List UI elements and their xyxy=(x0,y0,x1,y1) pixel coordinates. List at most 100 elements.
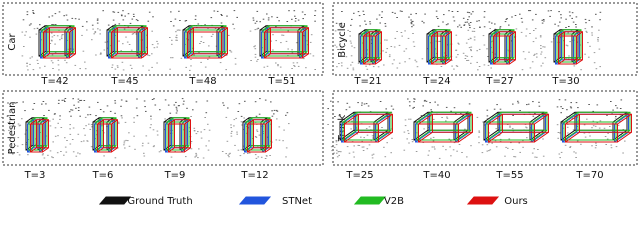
point xyxy=(180,57,183,59)
point xyxy=(69,143,72,145)
point xyxy=(45,103,47,105)
point xyxy=(26,11,29,13)
point xyxy=(84,61,86,63)
point xyxy=(114,112,116,114)
point xyxy=(440,66,443,67)
point xyxy=(336,149,338,151)
point xyxy=(573,151,575,153)
point xyxy=(514,36,516,38)
point xyxy=(358,15,361,17)
point xyxy=(198,52,200,54)
point xyxy=(504,155,506,157)
point xyxy=(109,45,112,47)
point xyxy=(481,152,484,154)
point xyxy=(542,46,544,48)
point xyxy=(597,37,599,38)
point xyxy=(145,135,148,137)
point xyxy=(194,15,197,17)
point xyxy=(54,13,57,15)
point xyxy=(56,152,59,154)
point xyxy=(413,98,415,100)
point xyxy=(584,53,586,55)
frame-image xyxy=(403,10,472,70)
point xyxy=(463,24,465,26)
point xyxy=(72,49,75,51)
frame-image xyxy=(466,10,535,71)
point xyxy=(357,11,360,13)
point xyxy=(208,140,210,142)
point xyxy=(404,30,406,32)
legend-swatch xyxy=(353,196,387,205)
point xyxy=(592,120,595,122)
point xyxy=(597,40,599,42)
point xyxy=(335,141,338,143)
point xyxy=(21,55,24,57)
point xyxy=(287,48,289,50)
frame-image xyxy=(476,100,549,158)
point xyxy=(540,47,542,49)
point xyxy=(379,22,381,24)
point xyxy=(588,104,590,105)
point xyxy=(532,41,535,43)
point xyxy=(282,34,285,36)
point xyxy=(296,62,299,64)
point xyxy=(208,129,211,131)
point xyxy=(478,142,480,144)
point xyxy=(478,136,480,138)
point xyxy=(592,125,595,127)
point xyxy=(391,11,394,13)
point xyxy=(75,155,78,157)
point xyxy=(533,30,535,31)
point xyxy=(118,23,121,25)
point xyxy=(305,67,307,69)
point xyxy=(169,112,172,114)
point xyxy=(7,102,9,104)
point xyxy=(466,21,469,23)
point xyxy=(25,31,27,33)
point xyxy=(204,24,206,26)
point xyxy=(532,101,534,103)
point xyxy=(14,102,17,104)
point xyxy=(142,65,144,67)
point xyxy=(594,125,597,127)
box xyxy=(565,113,632,143)
point xyxy=(585,30,588,32)
point xyxy=(51,24,53,25)
point xyxy=(74,18,77,20)
point xyxy=(607,132,609,134)
point xyxy=(560,151,563,153)
point xyxy=(486,48,488,50)
point xyxy=(148,11,151,13)
point xyxy=(365,128,368,130)
point xyxy=(415,151,418,152)
point xyxy=(514,15,517,16)
point xyxy=(17,137,20,139)
point xyxy=(599,11,602,13)
point xyxy=(533,148,535,150)
frame-label: T=40 xyxy=(422,170,450,181)
point xyxy=(511,40,513,42)
point xyxy=(470,50,472,52)
point xyxy=(281,34,283,36)
point xyxy=(431,146,434,148)
point xyxy=(488,132,490,134)
frame-image xyxy=(221,98,290,159)
point xyxy=(24,133,27,135)
point xyxy=(256,10,259,12)
point xyxy=(175,36,177,38)
frame-label: T=30 xyxy=(551,76,579,87)
point xyxy=(111,64,114,66)
point xyxy=(534,113,536,114)
point xyxy=(241,124,243,126)
point xyxy=(37,63,39,64)
point xyxy=(534,156,536,158)
point xyxy=(414,59,417,61)
point xyxy=(570,29,573,31)
point xyxy=(34,138,37,140)
point xyxy=(358,145,361,146)
point xyxy=(156,134,159,136)
point xyxy=(260,156,263,158)
point xyxy=(26,62,28,64)
point xyxy=(158,151,161,153)
point xyxy=(283,129,285,131)
